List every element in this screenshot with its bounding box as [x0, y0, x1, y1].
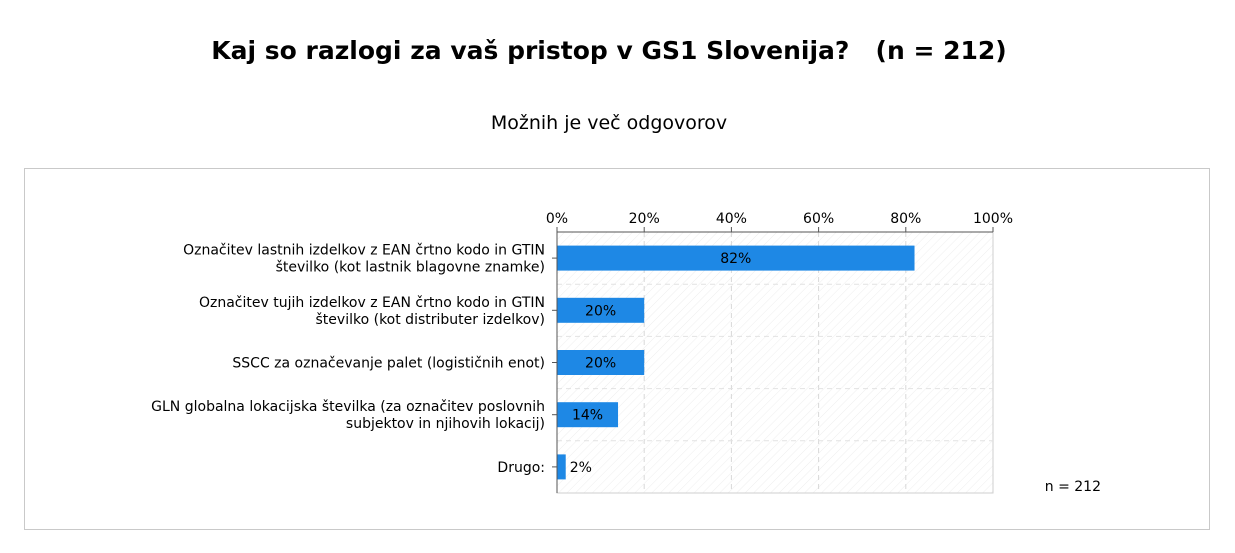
bar	[557, 297, 645, 323]
category-label: Drugo:	[497, 460, 545, 476]
category-label: SSCC za označevanje palet (logističnih e…	[232, 356, 545, 372]
x-tick-label: 40%	[716, 211, 747, 227]
bar-value-label: 20%	[585, 356, 616, 372]
category-label: Označitev tujih izdelkov z EAN črtno kod…	[199, 295, 545, 311]
chart-panel: 0% 20% 40% 60% 80% 100% 82% Označitev lastnih i…	[24, 168, 1210, 530]
bar	[557, 245, 915, 271]
category-label: številko (kot distributer izdelkov)	[316, 312, 545, 328]
x-tick-label: 60%	[803, 211, 834, 227]
bar-value-label: 20%	[585, 303, 616, 319]
x-tick-label: 100%	[973, 211, 1013, 227]
category-label: Označitev lastnih izdelkov z EAN črtno k…	[183, 243, 545, 259]
category-label: GLN globalna lokacijska številka (za ozn…	[151, 399, 545, 415]
bar-chart: 0% 20% 40% 60% 80% 100% 82% Označitev lastnih i…	[151, 211, 1101, 495]
bar-value-label: 2%	[570, 460, 592, 476]
x-tick-label: 20%	[629, 211, 660, 227]
x-tick-label: 80%	[890, 211, 921, 227]
bar-value-label: 82%	[720, 251, 751, 267]
category-label: subjektov in njihovih lokacij)	[346, 416, 545, 432]
bar	[557, 402, 619, 428]
category-label: številko (kot lastnik blagovne znamke)	[276, 260, 545, 276]
bar	[557, 350, 645, 375]
x-tick-label: 0%	[546, 211, 568, 227]
bar	[557, 454, 566, 480]
chart-title: Kaj so razlogi za vaš pristop v GS1 Slov…	[211, 36, 1007, 65]
chart-subtitle: Možnih je več odgovorov	[490, 112, 728, 134]
sample-size-note: n = 212	[1045, 479, 1101, 495]
bar-value-label: 14%	[572, 408, 603, 424]
